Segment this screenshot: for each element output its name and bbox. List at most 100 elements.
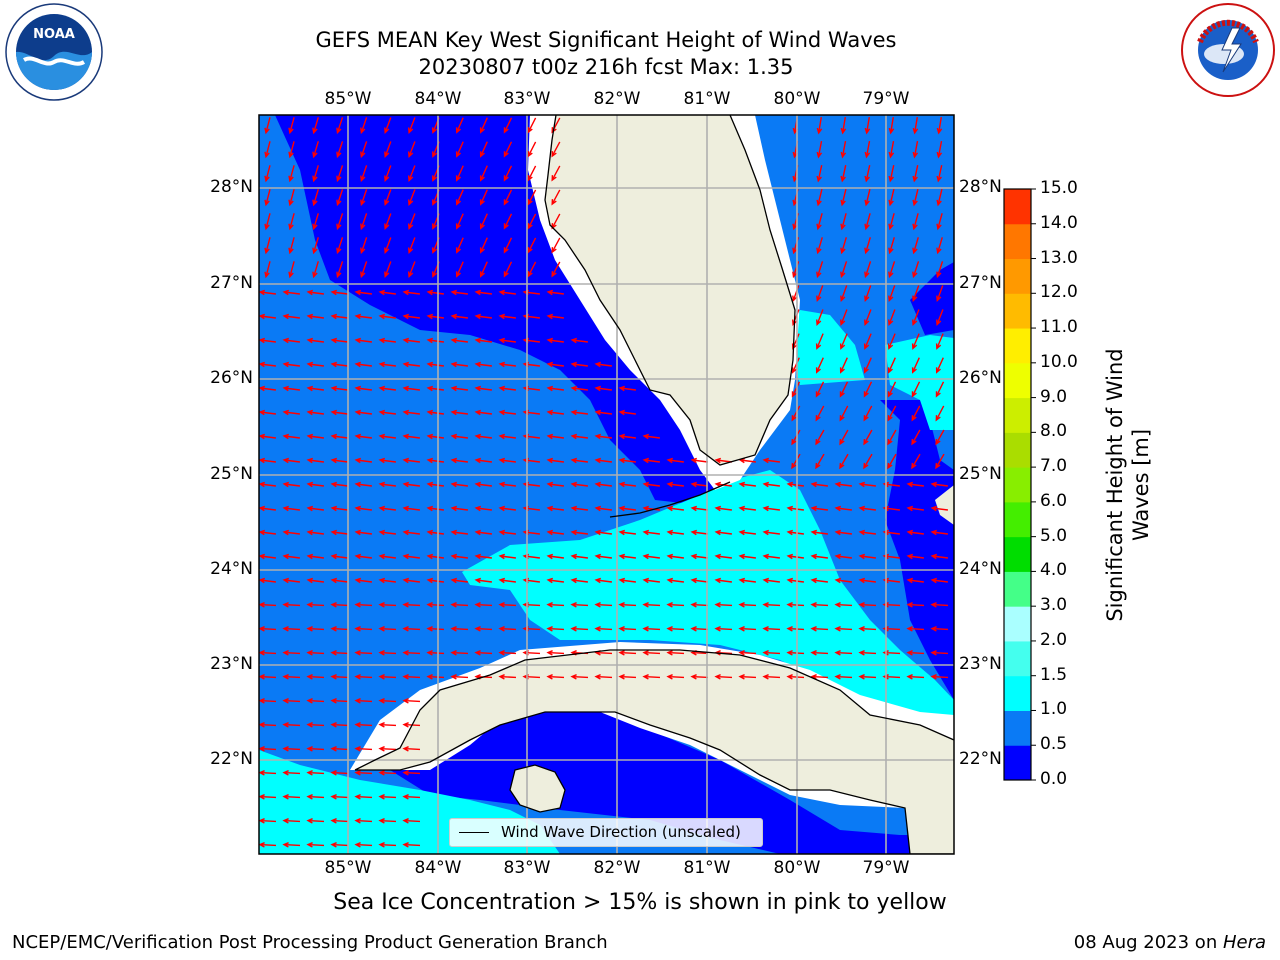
wind-wave-arrow [546, 602, 565, 608]
wind-wave-arrow [786, 577, 804, 584]
wind-wave-arrow [551, 261, 561, 278]
wind-wave-arrow [498, 457, 516, 464]
wind-wave-arrow [384, 213, 392, 231]
wind-wave-arrow [360, 165, 368, 183]
wind-wave-arrow [762, 577, 780, 584]
map-fields [259, 115, 954, 854]
wind-wave-arrow [690, 577, 708, 584]
wind-wave-arrow [594, 602, 613, 608]
wind-wave-arrow [906, 650, 925, 656]
wind-wave-arrow [666, 602, 685, 608]
wind-wave-arrow [840, 116, 847, 135]
wind-wave-arrow [354, 457, 372, 464]
wind-wave-arrow [840, 213, 847, 231]
wind-wave-arrow [618, 553, 636, 560]
wind-wave-arrow [378, 385, 396, 392]
coastline-keys [609, 481, 731, 518]
lon-label-bottom: 83°W [503, 858, 551, 878]
wind-wave-arrow [863, 405, 873, 422]
wind-wave-arrow [840, 309, 848, 327]
wind-wave-arrow [259, 409, 276, 416]
wind-wave-arrow [498, 289, 516, 296]
wind-wave-arrow [474, 481, 492, 488]
wind-wave-arrow [282, 409, 300, 416]
wind-wave-arrow [426, 457, 444, 464]
wind-wave-arrow [498, 650, 517, 656]
wind-wave-arrow [786, 481, 804, 488]
wind-wave-arrow [618, 409, 636, 416]
wind-wave-arrow [888, 116, 895, 135]
wind-wave-arrow [642, 674, 661, 680]
wind-wave-arrow [762, 505, 780, 512]
wind-wave-arrow [791, 381, 801, 398]
wind-wave-arrow [690, 481, 708, 488]
wind-wave-arrow [498, 529, 516, 536]
colorbar-tick-label: 15.0 [1040, 178, 1078, 198]
wind-wave-arrow [402, 337, 420, 344]
wind-wave-arrow [864, 116, 871, 135]
wind-wave-arrow [858, 577, 876, 584]
wind-wave-arrow [426, 385, 444, 392]
wind-wave-arrow [259, 674, 277, 680]
wind-wave-arrow [402, 626, 421, 632]
wind-wave-arrow [503, 141, 513, 158]
wind-wave-arrow [546, 674, 565, 680]
wave-band-1-0-1-5-straits [462, 470, 954, 720]
wind-wave-arrow [479, 237, 488, 254]
wind-wave-arrow [408, 213, 416, 231]
colorbar-tick-label: 3.0 [1040, 595, 1068, 616]
wind-wave-arrow [791, 357, 800, 374]
wind-wave-arrow [690, 505, 708, 512]
wind-wave-arrow [360, 261, 368, 279]
wind-wave-arrow [690, 529, 708, 536]
wind-wave-arrow [887, 453, 897, 470]
wind-wave-arrow [330, 409, 348, 416]
lon-label-top: 79°W [862, 89, 910, 109]
wind-wave-arrow [666, 505, 684, 512]
wind-wave-arrow [594, 577, 612, 584]
wind-wave-arrow [498, 361, 516, 368]
colorbar-segment [1004, 328, 1031, 364]
wind-wave-arrow [546, 577, 564, 584]
wind-wave-arrow [288, 117, 295, 135]
wind-wave-arrow [738, 650, 757, 656]
wind-wave-arrow [474, 313, 492, 320]
lat-label-right: 22°N [959, 749, 1002, 769]
wind-wave-arrow [330, 433, 348, 440]
wind-wave-arrow [330, 505, 348, 512]
wind-wave-arrow [498, 553, 516, 560]
wind-wave-arrow [306, 770, 325, 776]
wave-band-1-0-1-5-atlantic [790, 310, 865, 385]
wind-wave-arrow [402, 794, 421, 800]
wind-wave-arrow [912, 165, 919, 183]
coastline-cuba [354, 649, 954, 854]
wind-wave-arrow [259, 529, 276, 536]
lat-label-left: 22°N [210, 749, 253, 769]
wind-wave-arrow [306, 361, 324, 368]
wind-wave-arrow [402, 746, 421, 752]
wind-wave-arrow [570, 385, 588, 392]
wind-wave-arrow [306, 602, 325, 608]
wind-wave-arrow [888, 189, 895, 207]
wind-wave-arrow [259, 842, 277, 848]
wind-wave-arrow [336, 165, 344, 183]
wind-wave-arrow [906, 602, 925, 608]
wind-wave-arrow [858, 674, 877, 680]
wind-wave-arrow [450, 433, 468, 440]
wind-wave-arrow [594, 433, 612, 440]
wind-wave-arrow [887, 429, 897, 446]
colorbar-tick-label: 8.0 [1040, 421, 1068, 442]
wind-wave-arrow [930, 481, 948, 488]
wind-wave-arrow [450, 577, 468, 584]
wind-wave-arrow [330, 650, 349, 656]
wind-wave-arrow [762, 626, 781, 632]
wind-wave-arrow [312, 141, 319, 159]
wind-wave-arrow [259, 481, 276, 488]
wind-wave-arrow [546, 409, 564, 416]
wind-wave-arrow [887, 333, 896, 350]
wave-band-0-0-5-gulf [275, 115, 720, 505]
wind-wave-arrow [840, 237, 847, 255]
wind-wave-arrow [546, 313, 564, 320]
wind-wave-arrow [426, 553, 444, 560]
wind-wave-arrow [360, 237, 368, 255]
